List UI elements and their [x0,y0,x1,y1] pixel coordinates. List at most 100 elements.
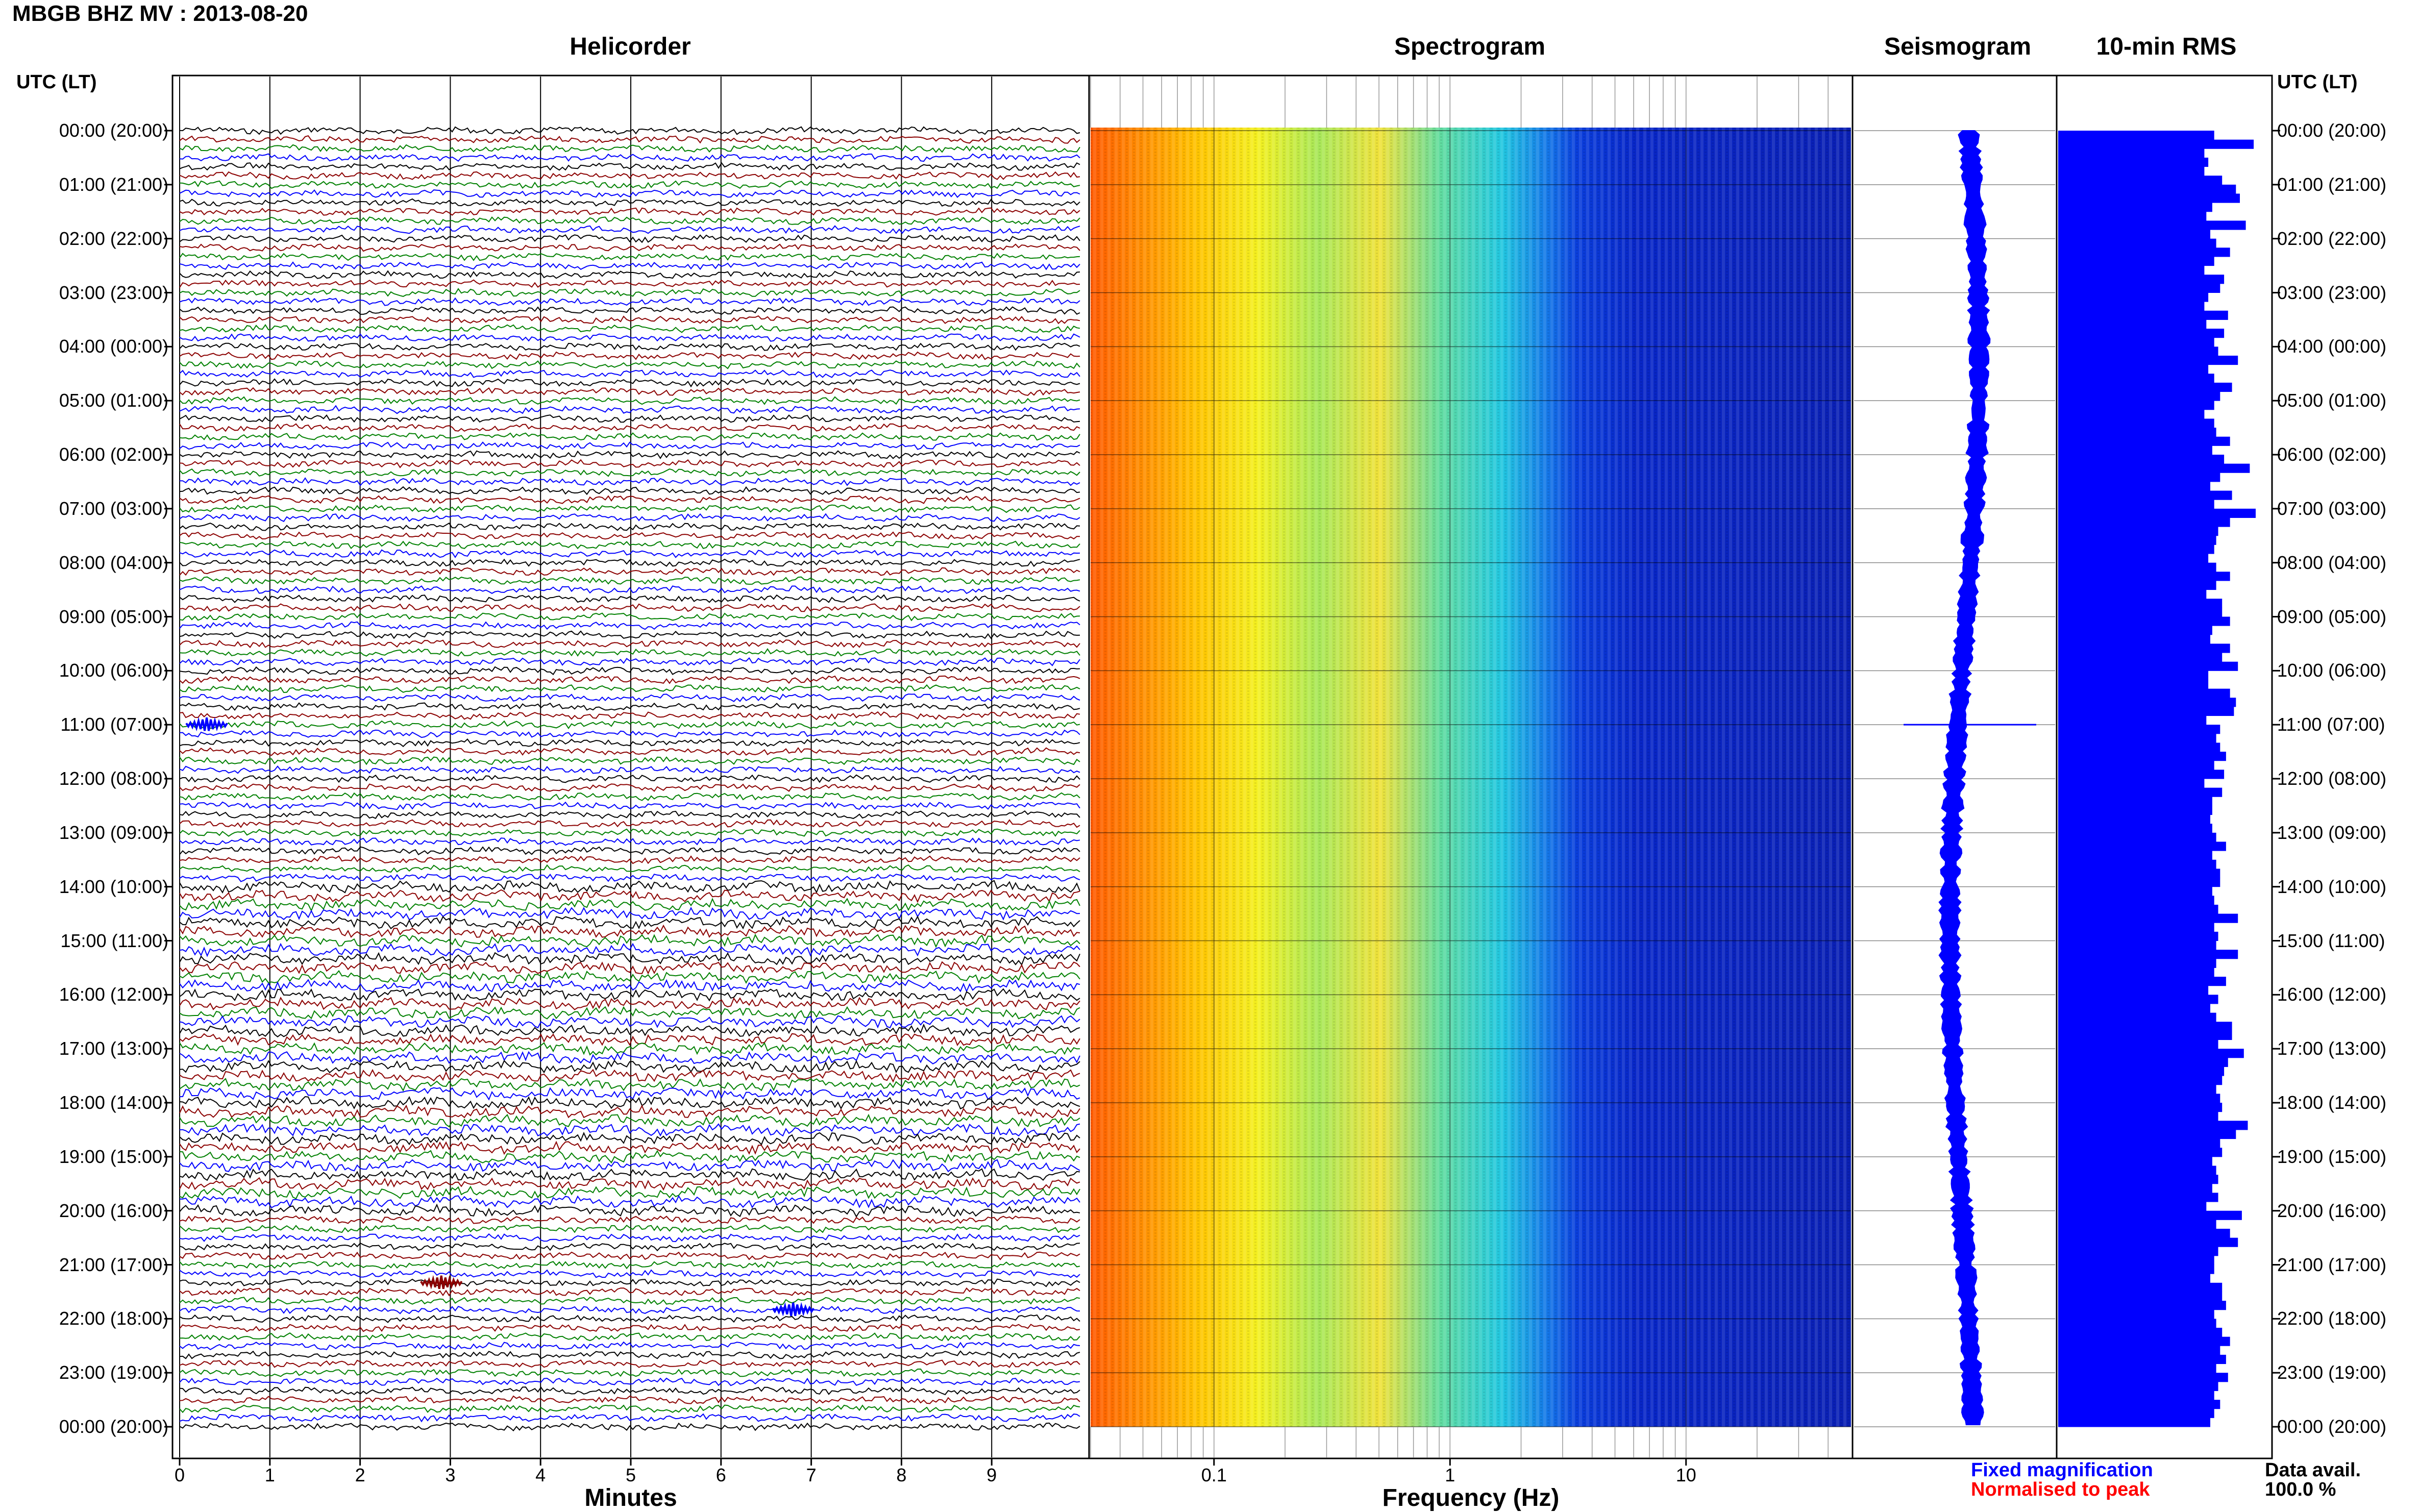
helicorder-trace [179,279,1080,288]
rms-bar [2058,220,2246,230]
helicorder-trace [179,1177,1080,1191]
spectrogram-gridlines [1090,77,1851,1457]
right-time-label: 05:00 (01:00) [2277,390,2387,411]
rms-bar [2058,1228,2230,1238]
rms-bar [2058,374,2214,383]
helicorder-trace [179,297,1080,306]
right-time-label: 12:00 (08:00) [2277,768,2387,789]
rms-bar [2058,554,2209,563]
left-time-label: 13:00 (09:00) [59,822,168,843]
rms-bar [2058,1408,2214,1418]
rms-bar [2058,878,2220,887]
rms-bar [2058,779,2205,788]
helicorder-trace [179,747,1080,756]
rms-bar [2058,490,2232,500]
rms-bars [2058,131,2256,1427]
helicorder-trace [179,657,1080,666]
helicorder-trace [179,270,1080,279]
right-time-label: 07:00 (03:00) [2277,498,2387,519]
rms-bar [2058,824,2212,833]
rms-bar [2058,319,2207,329]
rms-bar [2058,679,2209,689]
rms-bar [2058,391,2220,401]
helicorder-trace [179,135,1080,144]
helicorder-trace [179,1123,1080,1137]
rms-bar [2058,742,2220,752]
helicorder-event [185,717,228,732]
rms-bar [2058,913,2238,923]
rms-bar [2058,355,2238,365]
rms-bar [2058,418,2214,428]
left-time-label: 16:00 (12:00) [59,984,168,1005]
helicorder-trace [179,432,1080,441]
rms-bar [2058,580,2216,590]
helicorder-trace [179,621,1080,630]
spectrogram-x-tick-label: 1 [1445,1465,1455,1485]
rms-bar [2058,1220,2216,1229]
helicorder-trace [179,585,1080,594]
right-time-label: 04:00 (00:00) [2277,336,2387,357]
right-time-label: 06:00 (02:00) [2277,444,2387,465]
rms-bar [2058,896,2214,905]
helicorder-trace [179,880,1080,894]
rms-bar [2058,1274,2210,1283]
helicorder-trace [179,711,1080,721]
helicorder-trace [179,639,1080,649]
helicorder-trace [179,1368,1080,1377]
chart-title: MBGB BHZ MV : 2013-08-20 [12,1,308,26]
rms-bar [2058,715,2207,725]
rms-bar [2058,760,2214,770]
rms-bar [2058,698,2236,707]
legend-normalised: Normalised to peak [1971,1479,2150,1500]
right-time-label: 21:00 (17:00) [2277,1254,2387,1275]
left-time-label: 14:00 (10:00) [59,876,168,897]
helicorder-trace [179,504,1080,513]
helicorder-trace [179,1006,1080,1020]
rms-bar [2058,193,2240,203]
right-time-label: 17:00 (13:00) [2277,1038,2387,1059]
helicorder-trace [179,1185,1080,1200]
rms-bar [2058,787,2223,797]
helicorder-trace [179,855,1080,864]
helicorder-trace [179,961,1080,975]
rms-bar [2058,1076,2223,1085]
helicorder-trace [179,1260,1080,1270]
helicorder-traces [179,126,1080,1431]
rms-bar [2058,329,2225,338]
right-time-label: 18:00 (14:00) [2277,1092,2387,1113]
left-time-label: 05:00 (01:00) [59,390,168,411]
rms-bar [2058,1237,2238,1247]
helicorder-x-tick-label: 1 [264,1465,275,1485]
helicorder-x-tick-label: 6 [715,1465,726,1485]
helicorder-trace [179,1059,1080,1074]
rms-bar [2058,517,2230,527]
helicorder-trace [179,810,1080,820]
helicorder-x-tick-label: 0 [174,1465,185,1485]
rms-bar [2058,1327,2223,1337]
helicorder-trace [179,1131,1080,1146]
rms-bar [2058,958,2216,968]
helicorder-trace [179,889,1080,903]
helicorder-trace [179,549,1080,558]
helicorder-trace [179,1042,1080,1056]
helicorder-trace [179,1195,1080,1209]
rms-bar [2058,1012,2216,1022]
right-time-label: 10:00 (06:00) [2277,660,2387,681]
helicorder-trace [179,396,1080,405]
rms-bar [2058,176,2223,185]
helicorder-trace [179,126,1080,135]
rms-bar [2058,1057,2228,1067]
right-time-label: 01:00 (21:00) [2277,173,2387,195]
helicorder-trace [179,243,1080,252]
helicorder-trace [179,1422,1080,1431]
helicorder-trace [179,693,1080,702]
rms-bar [2058,607,2223,617]
rms-bar [2058,950,2238,959]
left-time-label: 00:00 (20:00) [59,120,168,141]
rms-bar [2058,364,2209,374]
helicorder-x-tick-label: 4 [535,1465,546,1485]
right-time-label: 16:00 (12:00) [2277,984,2387,1005]
helicorder-trace [179,1233,1080,1243]
x-ticks [179,1458,1687,1466]
rms-bar [2058,401,2214,410]
